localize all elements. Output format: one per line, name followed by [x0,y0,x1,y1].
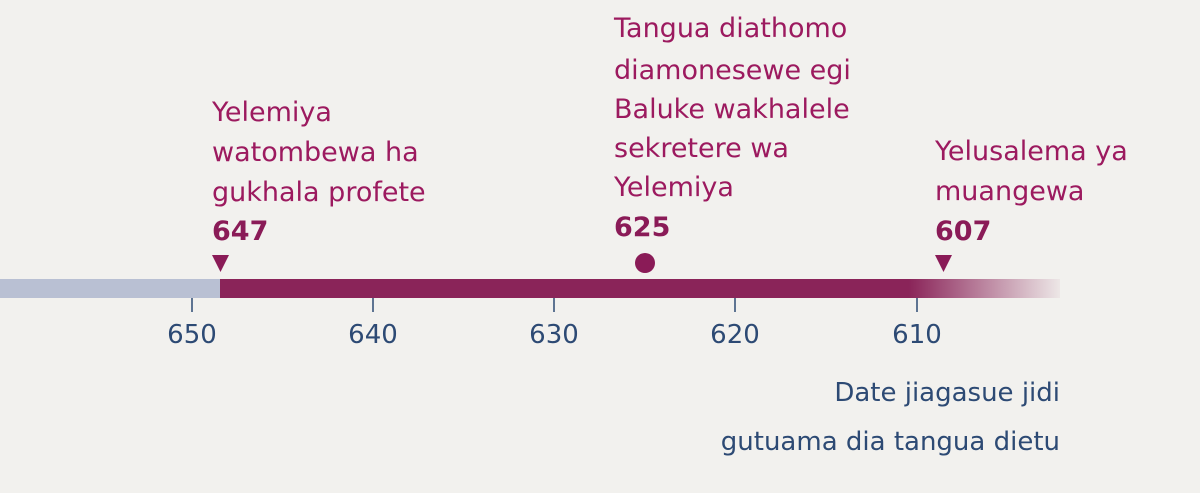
event-marker [635,253,655,273]
tick-label: 610 [892,320,942,350]
event-marker [212,255,229,272]
tick-label: 620 [710,320,760,350]
event-year: 647 [212,216,268,247]
tick-label: 630 [529,320,579,350]
note: gutuama dia tangua dietu [721,427,1060,457]
event-marker [935,255,952,272]
event-label: Yelemiya watombewa ha gukhala profete [211,97,427,208]
event-year: 607 [935,216,991,247]
tick-label: 640 [348,320,398,350]
event-label: Yelusalema ya muangewa [934,136,1136,207]
tick-label: 650 [167,320,217,350]
past-bar [0,279,220,298]
timeline-bar [220,279,1060,298]
axis: 650 640 630 620 610 [167,298,942,350]
event-label: Tangua diathomo diamonesewe egi Baluke w… [613,13,860,203]
note: Date jiagasue jidi [834,378,1060,408]
event-year: 625 [614,212,670,243]
